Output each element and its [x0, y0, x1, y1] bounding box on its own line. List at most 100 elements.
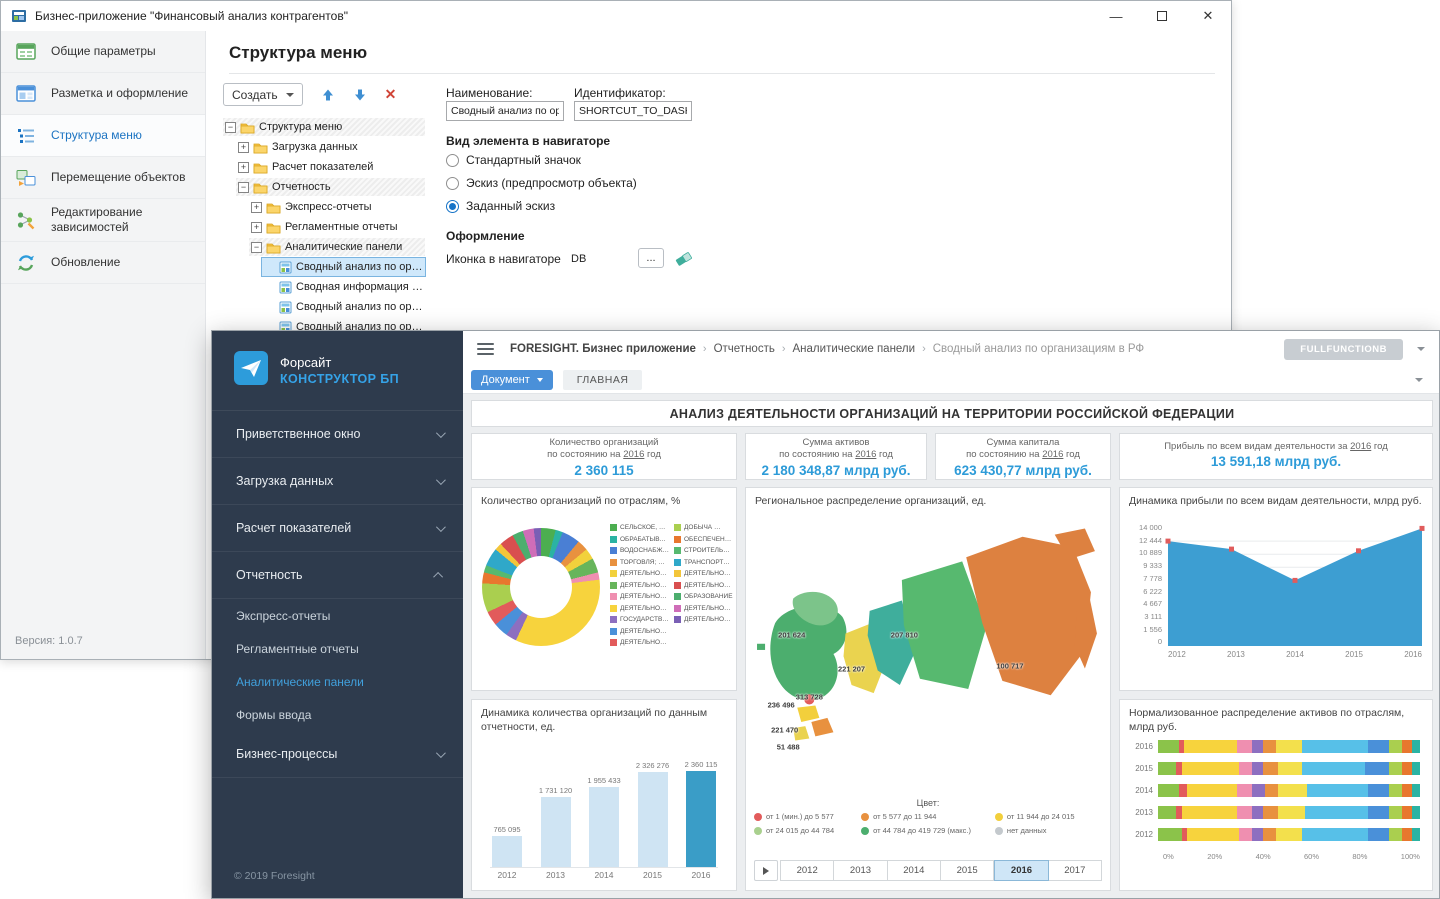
legend-label: ОБЕСПЕЧЕНИ… — [684, 535, 734, 543]
radio-icon[interactable] — [446, 153, 459, 167]
browse-button[interactable]: ... — [638, 248, 664, 268]
kpi-year-link[interactable]: 2016 — [623, 449, 645, 461]
move-down-button[interactable] — [353, 88, 367, 102]
radio-icon[interactable] — [446, 199, 459, 213]
bar-value-label: 2 326 276 — [635, 761, 670, 770]
tree-node[interactable]: − Структура меню — [223, 118, 425, 136]
legend-swatch — [674, 581, 681, 589]
bar-segment — [1388, 740, 1402, 753]
breadcrumb-item[interactable]: Отчетность — [713, 343, 775, 355]
stacked-bar[interactable] — [1158, 740, 1420, 753]
submenu-item-2[interactable]: Аналитические панели — [236, 674, 364, 689]
tree-expander-icon[interactable]: − — [225, 121, 236, 133]
kpi-year-link[interactable]: 2016 — [1042, 449, 1064, 461]
bar-2016[interactable] — [686, 771, 716, 867]
submenu-item-1[interactable]: Регламентные отчеты — [236, 641, 359, 656]
chevron-down-icon[interactable] — [1415, 378, 1423, 382]
menu-item-label: Приветственное окно — [236, 427, 361, 441]
tree-node-label: Регламентные отчеты — [285, 221, 398, 233]
minimize-button[interactable]: — — [1109, 8, 1123, 24]
tree-node[interactable]: Сводный анализ по орган — [261, 257, 426, 277]
tree-node[interactable]: + Загрузка данных — [236, 138, 425, 156]
clear-icon-button[interactable] — [674, 250, 693, 267]
radio-option-1[interactable]: Эскиз (предпросмотр объекта) — [446, 176, 637, 190]
hamburger-menu-icon[interactable] — [477, 343, 494, 355]
radio-option-0[interactable]: Стандартный значок — [446, 153, 581, 167]
legend-swatch — [610, 547, 617, 554]
move-up-button[interactable] — [321, 88, 335, 102]
tree-node[interactable]: + Расчет показателей — [236, 158, 425, 176]
tree-node[interactable]: + Регламентные отчеты — [249, 218, 425, 236]
delete-button[interactable]: ✕ — [384, 86, 397, 102]
radio-option-2[interactable]: Заданный эскиз — [446, 199, 555, 213]
bar-2013[interactable] — [540, 797, 571, 867]
bar-segment — [1302, 828, 1368, 841]
legend-swatch — [610, 604, 617, 612]
sidebar-item-0[interactable]: Общие параметры — [1, 31, 205, 73]
menu-item-1[interactable]: Загрузка данных — [212, 458, 463, 505]
stacked-bar[interactable] — [1158, 806, 1420, 819]
create-button[interactable]: Создать — [223, 83, 303, 106]
bar-2014[interactable] — [589, 787, 619, 867]
timeline-year-2013[interactable]: 2013 — [834, 860, 888, 881]
menu-item-4[interactable]: Бизнес-процессы — [212, 731, 463, 778]
bar-2012[interactable] — [492, 836, 522, 867]
identifier-input[interactable] — [574, 101, 692, 121]
sidebar-item-1[interactable]: Разметка и оформление — [1, 73, 205, 115]
tree-node[interactable]: Сводный анализ по орган — [262, 298, 425, 316]
bar-2015[interactable] — [637, 772, 668, 867]
axis-label: 9 333 — [1143, 561, 1162, 571]
tab-main[interactable]: ГЛАВНАЯ — [562, 370, 643, 390]
russia-map[interactable]: 201 624 221 207 207 810 100 717 236 496 313 7… — [753, 512, 1105, 792]
stacked-bar[interactable] — [1158, 784, 1420, 797]
sidebar-item-3[interactable]: Перемещение объектов — [1, 157, 205, 199]
breadcrumb-item[interactable]: Аналитические панели — [792, 343, 916, 355]
legend-label: от 24 015 до 44 784 — [766, 826, 835, 835]
donut-chart[interactable] — [482, 528, 600, 646]
tree-expander-icon[interactable]: + — [238, 161, 249, 173]
kpi-year-link[interactable]: 2016 — [1350, 441, 1372, 452]
tree-expander-icon[interactable]: + — [251, 201, 262, 213]
chevron-down-icon[interactable] — [1417, 347, 1425, 351]
timeline-year-2012[interactable]: 2012 — [780, 860, 835, 881]
tree-expander-icon[interactable]: − — [238, 181, 249, 193]
user-badge[interactable]: FULLFUNCTIONB — [1284, 338, 1403, 360]
sidebar-item-4[interactable]: Редактирование зависимостей — [1, 199, 205, 242]
tree-node[interactable]: − Аналитические панели — [249, 238, 425, 256]
tree-node[interactable]: + Экспресс-отчеты — [249, 198, 425, 216]
axis-label: 6 222 — [1143, 586, 1162, 596]
sidebar-item-5[interactable]: Обновление — [1, 242, 205, 284]
tree-node[interactable]: Сводный анализ по орган — [262, 318, 425, 336]
kpi-year-link[interactable]: 2016 — [855, 449, 877, 461]
breadcrumb-item[interactable]: FORESIGHT. Бизнес приложение — [510, 343, 696, 355]
document-button[interactable]: Документ — [471, 370, 553, 390]
tree-expander-icon[interactable]: − — [251, 241, 262, 253]
tree-node[interactable]: Сводная информация по о — [262, 278, 425, 296]
menu-item-0[interactable]: Приветственное окно — [212, 411, 463, 458]
stacked-bar[interactable] — [1158, 762, 1420, 775]
tree-node[interactable]: − Отчетность — [236, 178, 425, 196]
timeline-year-2016[interactable]: 2016 — [994, 860, 1049, 881]
axis-label: 20% — [1207, 852, 1223, 861]
submenu-item-3[interactable]: Формы ввода — [236, 707, 312, 722]
menu-item-2[interactable]: Расчет показателей — [212, 505, 463, 552]
chevron-down-icon — [435, 747, 446, 758]
tree-expander-icon[interactable]: + — [238, 141, 249, 153]
play-button[interactable] — [754, 860, 778, 881]
timeline-year-2017[interactable]: 2017 — [1048, 860, 1102, 881]
stacked-bar[interactable] — [1158, 828, 1420, 841]
timeline-year-2015[interactable]: 2015 — [940, 860, 995, 881]
maximize-button[interactable] — [1139, 1, 1185, 31]
breadcrumb-item[interactable]: Сводный анализ по организациям в РФ — [932, 343, 1145, 355]
submenu-item-0[interactable]: Экспресс-отчеты — [236, 608, 331, 623]
close-button[interactable]: ✕ — [1202, 8, 1214, 23]
axis-label: 40% — [1255, 852, 1271, 861]
radio-icon[interactable] — [446, 176, 459, 190]
name-input[interactable] — [446, 101, 564, 121]
tree-expander-icon[interactable]: + — [251, 221, 262, 233]
axis-label: 7 778 — [1143, 573, 1162, 583]
menu-item-3[interactable]: Отчетность — [212, 552, 463, 599]
legend-swatch — [674, 547, 681, 554]
sidebar-item-2[interactable]: Структура меню — [1, 115, 205, 157]
timeline-year-2014[interactable]: 2014 — [887, 860, 941, 881]
